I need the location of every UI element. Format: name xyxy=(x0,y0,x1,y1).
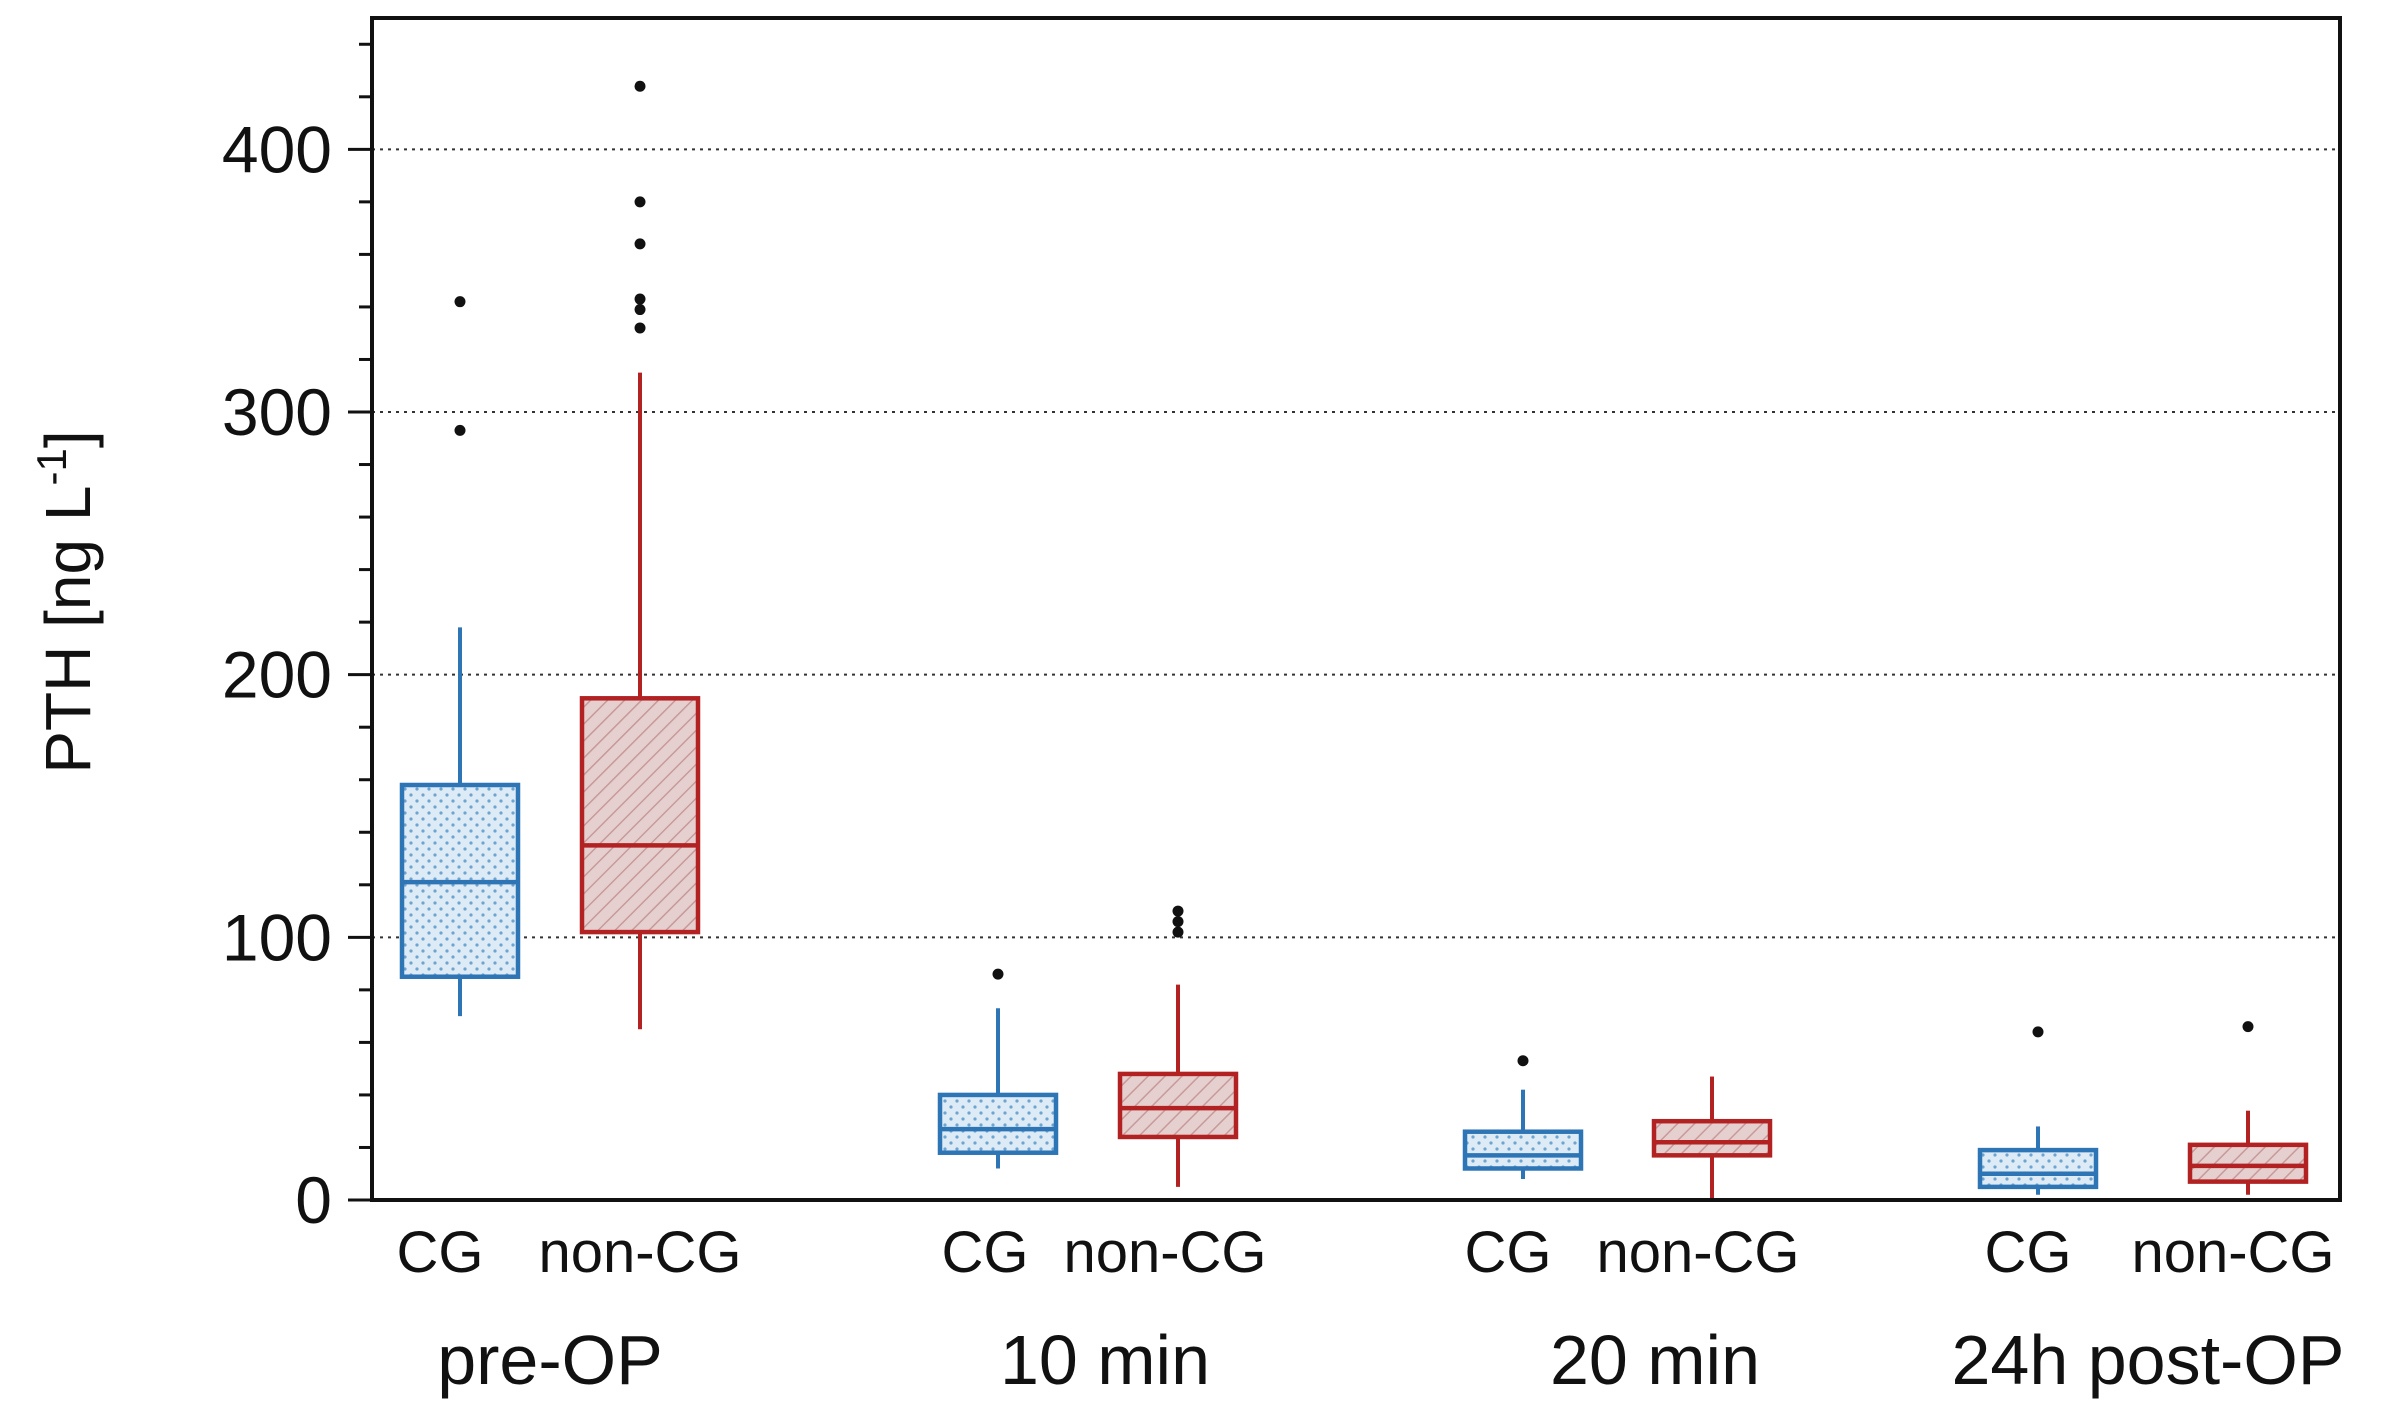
outlier-point xyxy=(2032,1026,2044,1038)
y-axis-label-main: PTH [ng L xyxy=(32,486,104,774)
outlier-point xyxy=(634,322,646,334)
timepoint-label: pre-OP xyxy=(437,1321,663,1399)
box-cg xyxy=(1462,1055,1584,1179)
group-label-non-cg: non-CG xyxy=(1063,1220,1266,1285)
group-label-cg: CG xyxy=(942,1220,1029,1285)
y-tick-label: 200 xyxy=(222,638,332,712)
outlier-point xyxy=(1172,926,1184,938)
group-label-non-cg: non-CG xyxy=(2131,1220,2334,1285)
y-tick-label: 0 xyxy=(295,1163,332,1237)
y-tick-label: 400 xyxy=(222,112,332,186)
y-tick-label: 100 xyxy=(222,900,332,974)
box-iqr xyxy=(1117,1071,1239,1140)
box-non-cg xyxy=(579,80,701,1030)
outlier-point xyxy=(1172,916,1184,928)
box-non-cg xyxy=(1117,905,1239,1187)
group-label-non-cg: non-CG xyxy=(1596,1220,1799,1285)
grid-lines xyxy=(372,148,2340,939)
y-tick-label: 300 xyxy=(222,375,332,449)
box-plots xyxy=(399,80,2309,1200)
outlier-point xyxy=(634,80,646,92)
outlier-point xyxy=(2242,1021,2254,1033)
box-iqr xyxy=(1462,1129,1584,1171)
y-axis: 0 100 200 300 400 xyxy=(222,42,372,1237)
box-cg xyxy=(399,296,521,1017)
outlier-point xyxy=(634,196,646,208)
box-non-cg xyxy=(1651,1076,1773,1200)
group-label-cg: CG xyxy=(1985,1220,2072,1285)
box-iqr xyxy=(1651,1118,1773,1158)
group-label-non-cg: non-CG xyxy=(538,1220,741,1285)
outlier-point xyxy=(634,293,646,305)
box-iqr xyxy=(579,696,701,935)
y-axis-label-end: ] xyxy=(32,430,104,448)
group-label-cg: CG xyxy=(397,1220,484,1285)
outlier-point xyxy=(634,238,646,250)
y-axis-label-sup: -1 xyxy=(28,448,75,485)
outlier-point xyxy=(1517,1055,1529,1067)
outlier-point xyxy=(1172,905,1184,917)
timepoint-label: 10 min xyxy=(1000,1321,1210,1399)
group-label-cg: CG xyxy=(1465,1220,1552,1285)
box-iqr xyxy=(1977,1147,2099,1190)
box-non-cg xyxy=(2187,1021,2309,1195)
timepoint-label: 24h post-OP xyxy=(1952,1321,2345,1399)
box-cg xyxy=(1977,1026,2099,1195)
outlier-point xyxy=(454,296,466,308)
box-cg xyxy=(937,968,1059,1169)
box-iqr xyxy=(937,1092,1059,1155)
y-axis-label: PTH [ng L-1] xyxy=(28,430,104,773)
outlier-point xyxy=(454,424,466,436)
box-iqr xyxy=(2187,1142,2309,1184)
timepoint-label: 20 min xyxy=(1550,1321,1760,1399)
outlier-point xyxy=(634,304,646,316)
x-axis: CG non-CG pre-OP CG non-CG 10 min CG non-CG 20 m… xyxy=(397,1220,2345,1399)
plot-frame xyxy=(370,16,2342,1202)
outlier-point xyxy=(992,968,1004,980)
